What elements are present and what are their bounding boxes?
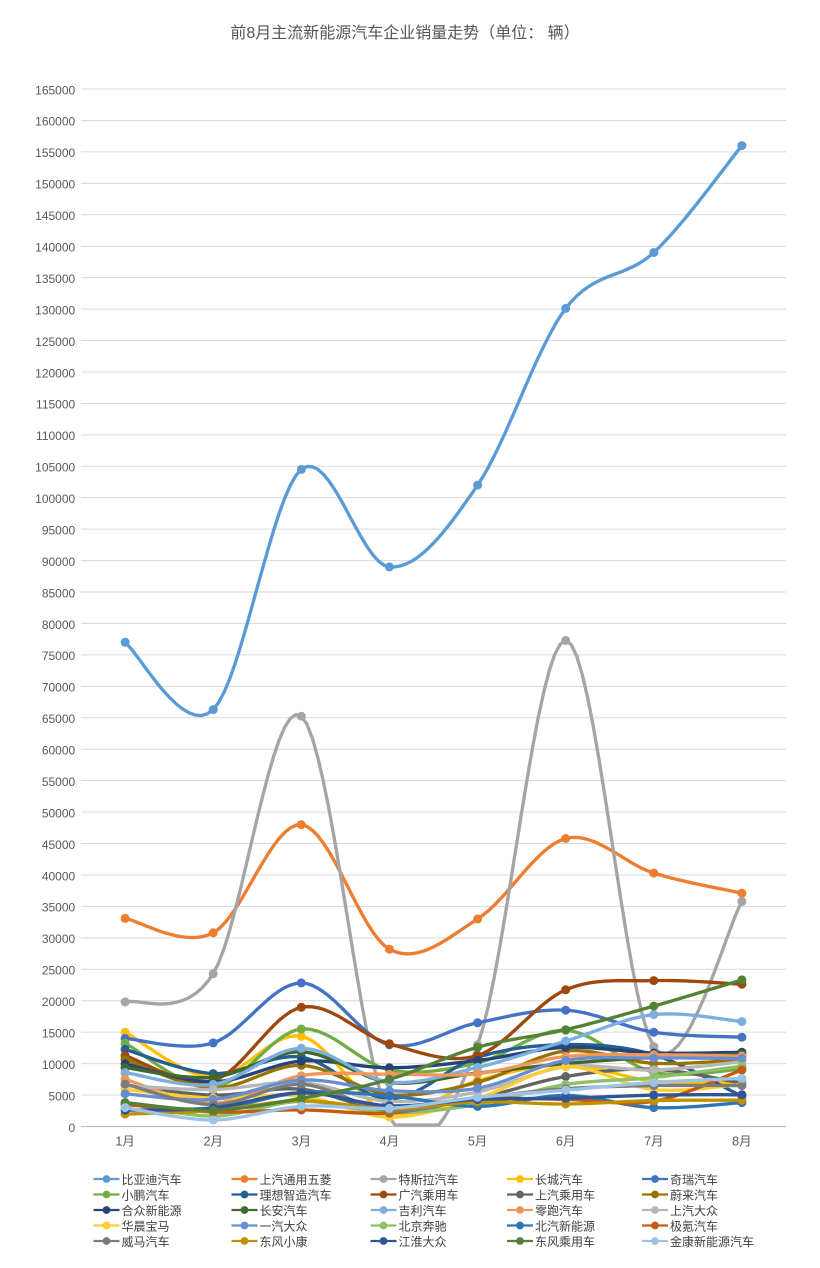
svg-text:50000: 50000	[42, 806, 76, 820]
svg-text:45000: 45000	[42, 838, 76, 852]
svg-text:特斯拉汽车: 特斯拉汽车	[399, 1172, 459, 1187]
svg-text:极氪汽车: 极氪汽车	[670, 1218, 718, 1233]
svg-text:150000: 150000	[35, 178, 75, 192]
svg-text:东风小康: 东风小康	[260, 1234, 308, 1249]
svg-text:华晨宝马: 华晨宝马	[122, 1219, 170, 1233]
svg-text:零跑汽车: 零跑汽车	[535, 1203, 583, 1218]
svg-text:115000: 115000	[36, 398, 75, 412]
svg-text:合众新能源: 合众新能源	[122, 1203, 182, 1218]
svg-text:160000: 160000	[35, 115, 75, 129]
svg-text:广汽乘用车: 广汽乘用车	[399, 1187, 459, 1202]
svg-text:5月: 5月	[468, 1135, 487, 1149]
svg-text:8月: 8月	[732, 1135, 751, 1149]
svg-text:比亚迪汽车: 比亚迪汽车	[122, 1172, 182, 1187]
svg-text:东风乘用车: 东风乘用车	[535, 1234, 595, 1249]
svg-text:长城汽车: 长城汽车	[535, 1172, 583, 1187]
svg-text:20000: 20000	[42, 995, 76, 1009]
svg-text:6月: 6月	[556, 1135, 575, 1149]
svg-text:蔚来汽车: 蔚来汽车	[670, 1187, 718, 1202]
svg-text:135000: 135000	[35, 272, 75, 286]
svg-text:100000: 100000	[35, 492, 75, 506]
svg-text:0: 0	[69, 1121, 76, 1135]
svg-text:140000: 140000	[35, 241, 75, 255]
svg-text:25000: 25000	[42, 964, 76, 978]
svg-text:155000: 155000	[35, 146, 75, 160]
svg-text:奇瑞汽车: 奇瑞汽车	[670, 1172, 718, 1187]
svg-text:长安汽车: 长安汽车	[260, 1203, 308, 1218]
svg-text:55000: 55000	[42, 775, 76, 789]
svg-text:威马汽车: 威马汽车	[122, 1234, 170, 1249]
svg-text:145000: 145000	[35, 209, 75, 223]
svg-text:35000: 35000	[42, 901, 76, 915]
svg-text:165000: 165000	[35, 83, 75, 97]
svg-text:95000: 95000	[42, 524, 76, 538]
svg-text:吉利汽车: 吉利汽车	[399, 1203, 447, 1218]
svg-text:小鹏汽车: 小鹏汽车	[122, 1187, 170, 1202]
svg-text:前8月主流新能源汽车企业销量走势（单位： 辆）: 前8月主流新能源汽车企业销量走势（单位： 辆）	[230, 24, 579, 42]
svg-text:江淮大众: 江淮大众	[399, 1235, 447, 1249]
svg-text:上汽通用五菱: 上汽通用五菱	[260, 1172, 332, 1187]
svg-text:65000: 65000	[42, 712, 76, 726]
svg-text:1月: 1月	[115, 1135, 134, 1149]
svg-text:125000: 125000	[35, 335, 75, 349]
svg-text:北京奔驰: 北京奔驰	[399, 1219, 447, 1233]
svg-text:40000: 40000	[42, 869, 76, 883]
svg-text:110000: 110000	[36, 429, 75, 443]
svg-text:10000: 10000	[42, 1058, 76, 1072]
svg-text:上汽大众: 上汽大众	[670, 1203, 718, 1218]
svg-text:3月: 3月	[292, 1135, 311, 1149]
svg-text:理想智造汽车: 理想智造汽车	[260, 1187, 332, 1202]
svg-text:7月: 7月	[644, 1135, 663, 1149]
svg-text:75000: 75000	[42, 649, 76, 663]
svg-text:80000: 80000	[42, 618, 76, 632]
svg-text:5000: 5000	[48, 1089, 75, 1103]
svg-text:130000: 130000	[35, 303, 75, 317]
svg-text:15000: 15000	[42, 1027, 76, 1041]
svg-text:60000: 60000	[42, 744, 76, 758]
svg-text:2月: 2月	[203, 1135, 222, 1149]
svg-text:北汽新能源: 北汽新能源	[535, 1218, 595, 1233]
svg-text:85000: 85000	[42, 586, 76, 600]
svg-text:70000: 70000	[42, 681, 76, 695]
svg-text:120000: 120000	[35, 366, 75, 380]
svg-text:30000: 30000	[42, 932, 76, 946]
svg-text:上汽乘用车: 上汽乘用车	[535, 1187, 595, 1202]
svg-text:90000: 90000	[42, 555, 76, 569]
svg-text:4月: 4月	[380, 1135, 399, 1149]
svg-text:金康新能源汽车: 金康新能源汽车	[670, 1234, 754, 1249]
svg-text:一汽大众: 一汽大众	[260, 1218, 308, 1233]
svg-text:105000: 105000	[35, 461, 75, 475]
